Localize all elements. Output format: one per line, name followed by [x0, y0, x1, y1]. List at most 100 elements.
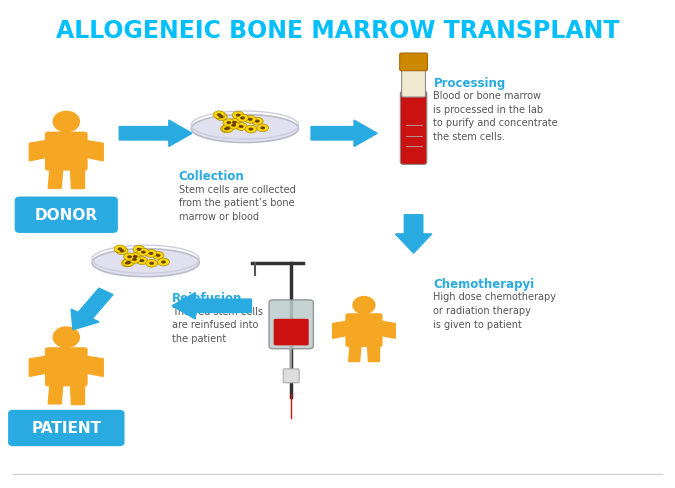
Polygon shape	[367, 345, 379, 362]
Ellipse shape	[138, 249, 149, 257]
Ellipse shape	[130, 253, 141, 261]
Ellipse shape	[244, 116, 256, 124]
Ellipse shape	[236, 123, 247, 131]
Ellipse shape	[240, 117, 245, 120]
Ellipse shape	[53, 326, 80, 348]
Text: Chemotherapyi: Chemotherapyi	[433, 278, 535, 290]
Ellipse shape	[133, 246, 145, 254]
Ellipse shape	[129, 256, 140, 264]
Ellipse shape	[136, 248, 141, 251]
Ellipse shape	[127, 256, 132, 259]
Polygon shape	[29, 141, 48, 162]
Polygon shape	[29, 356, 48, 377]
Ellipse shape	[53, 111, 80, 133]
Text: Stem cells are collected
from the patient’s bone
marrow or blood: Stem cells are collected from the patien…	[179, 184, 296, 222]
Ellipse shape	[191, 115, 298, 143]
Text: Collection: Collection	[179, 170, 244, 183]
FancyBboxPatch shape	[400, 92, 427, 165]
Ellipse shape	[145, 250, 157, 258]
Ellipse shape	[225, 127, 230, 131]
FancyBboxPatch shape	[269, 300, 313, 349]
Ellipse shape	[232, 124, 236, 127]
Ellipse shape	[156, 254, 161, 257]
Ellipse shape	[114, 245, 126, 253]
Polygon shape	[349, 345, 361, 362]
Ellipse shape	[251, 118, 263, 126]
Ellipse shape	[236, 114, 240, 118]
Polygon shape	[379, 321, 396, 339]
Ellipse shape	[229, 120, 240, 127]
Ellipse shape	[256, 125, 269, 132]
FancyBboxPatch shape	[400, 54, 427, 72]
Polygon shape	[70, 169, 84, 189]
Ellipse shape	[237, 115, 248, 122]
Ellipse shape	[255, 121, 260, 123]
Ellipse shape	[239, 126, 244, 129]
Ellipse shape	[132, 258, 137, 262]
Ellipse shape	[232, 112, 244, 120]
Ellipse shape	[226, 122, 232, 125]
Ellipse shape	[232, 122, 237, 125]
Ellipse shape	[133, 256, 138, 259]
Polygon shape	[84, 141, 103, 162]
Polygon shape	[48, 384, 63, 404]
Polygon shape	[172, 293, 252, 319]
FancyBboxPatch shape	[402, 66, 425, 98]
Text: Blood or bone marrow
is processed in the lab
to purify and concentrate
the stem : Blood or bone marrow is processed in the…	[433, 91, 558, 142]
Ellipse shape	[136, 257, 148, 265]
Ellipse shape	[140, 260, 144, 263]
Ellipse shape	[248, 119, 252, 122]
Text: Thawed stem cells
are reinfused into
the patient: Thawed stem cells are reinfused into the…	[172, 306, 263, 343]
Text: High dose chemotherapy
or radiation therapy
is given to patient: High dose chemotherapy or radiation ther…	[433, 292, 556, 329]
Polygon shape	[333, 321, 349, 339]
Ellipse shape	[161, 261, 166, 264]
Ellipse shape	[222, 125, 234, 133]
Ellipse shape	[124, 253, 136, 261]
Polygon shape	[119, 121, 192, 147]
Ellipse shape	[223, 120, 235, 127]
Text: DONOR: DONOR	[34, 208, 98, 223]
Polygon shape	[71, 289, 113, 330]
Ellipse shape	[221, 126, 232, 133]
Ellipse shape	[149, 262, 154, 265]
Ellipse shape	[116, 247, 128, 255]
Ellipse shape	[248, 128, 253, 131]
Ellipse shape	[224, 128, 229, 131]
Polygon shape	[396, 215, 432, 254]
Polygon shape	[70, 384, 84, 404]
Ellipse shape	[245, 126, 256, 134]
Ellipse shape	[213, 112, 225, 120]
Text: ALLOGENEIC BONE MARROW TRANSPLANT: ALLOGENEIC BONE MARROW TRANSPLANT	[56, 19, 619, 43]
Ellipse shape	[122, 260, 133, 267]
FancyBboxPatch shape	[284, 369, 299, 383]
Ellipse shape	[123, 259, 134, 267]
Ellipse shape	[152, 252, 164, 260]
Ellipse shape	[141, 251, 146, 254]
Ellipse shape	[126, 262, 131, 264]
Ellipse shape	[217, 114, 221, 117]
Ellipse shape	[219, 116, 223, 119]
Ellipse shape	[125, 262, 130, 265]
FancyBboxPatch shape	[15, 197, 118, 233]
Ellipse shape	[261, 127, 265, 130]
Ellipse shape	[92, 249, 199, 277]
Ellipse shape	[352, 296, 375, 315]
Ellipse shape	[148, 252, 153, 256]
Ellipse shape	[228, 122, 240, 130]
Text: Processing: Processing	[433, 77, 506, 90]
Ellipse shape	[157, 259, 169, 266]
FancyBboxPatch shape	[273, 319, 308, 346]
FancyBboxPatch shape	[8, 410, 124, 447]
Ellipse shape	[119, 250, 124, 253]
Ellipse shape	[215, 113, 227, 121]
Polygon shape	[48, 169, 63, 189]
FancyBboxPatch shape	[45, 132, 88, 171]
FancyBboxPatch shape	[45, 347, 88, 386]
Text: PATIENT: PATIENT	[31, 421, 101, 436]
Text: Reinfusion: Reinfusion	[172, 292, 242, 305]
Ellipse shape	[117, 248, 122, 251]
Polygon shape	[311, 121, 377, 147]
Ellipse shape	[146, 260, 157, 267]
Polygon shape	[84, 356, 103, 377]
FancyBboxPatch shape	[346, 314, 383, 347]
